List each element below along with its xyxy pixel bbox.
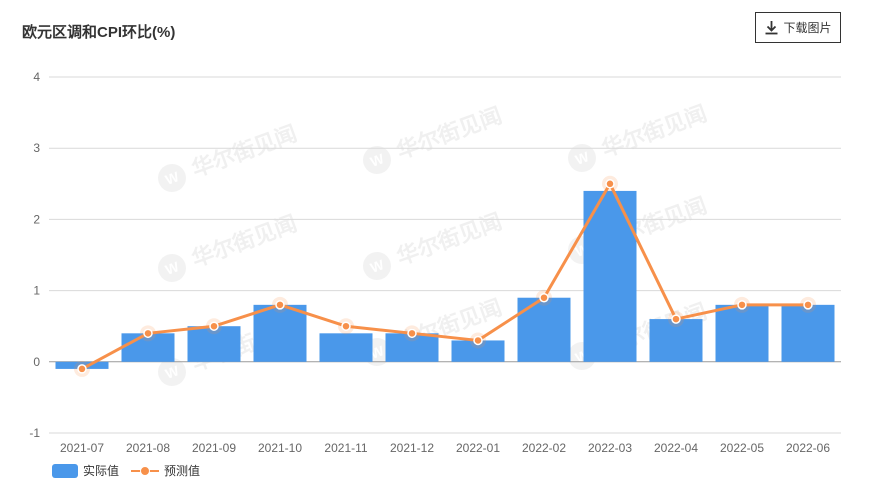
watermark-logo-icon — [363, 252, 391, 280]
watermark-text: 华尔街见闻 — [393, 103, 505, 165]
bar-actual-2021-11 — [319, 333, 373, 362]
watermark-logo-icon — [158, 358, 186, 386]
watermark-logo-icon — [363, 146, 391, 174]
watermark-logo-letter: W — [368, 256, 387, 276]
bar-actual-2022-01 — [451, 340, 505, 362]
forecast-point-2021-11 — [341, 321, 351, 331]
watermark: W 华尔街见闻 — [158, 211, 301, 282]
legend-label-forecast: 预测值 — [164, 464, 201, 478]
download-button-label: 下载图片 — [783, 21, 832, 35]
bar-actual-2021-10 — [253, 304, 307, 362]
forecast-points — [74, 175, 816, 377]
x-tick-label: 2022-04 — [654, 441, 698, 455]
y-tick-label: -1 — [29, 426, 40, 440]
forecast-point-2022-06 — [803, 300, 813, 310]
watermark-logo-icon — [158, 254, 186, 282]
watermark-logo-icon — [568, 144, 596, 172]
download-icon — [764, 20, 779, 35]
bar-actual-2022-05 — [715, 304, 769, 362]
watermark-text: 华尔街见闻 — [188, 121, 300, 183]
watermark: W 华尔街见闻 — [363, 103, 506, 174]
y-tick-label: 1 — [33, 284, 40, 298]
y-axis-tick-labels: -1 0 1 2 3 4 — [29, 70, 40, 440]
legend-item-forecast[interactable]: 预测值 — [131, 462, 200, 479]
x-tick-label: 2021-07 — [60, 441, 104, 455]
bar-actual-2022-02 — [517, 297, 571, 362]
grid-lines — [49, 76, 841, 434]
legend-line-swatch — [131, 464, 160, 478]
forecast-point-2022-04 — [671, 314, 681, 324]
x-tick-label: 2021-09 — [192, 441, 236, 455]
watermark-text: 华尔街见闻 — [393, 209, 505, 271]
x-tick-label: 2022-02 — [522, 441, 566, 455]
watermark-logo-letter: W — [368, 150, 387, 170]
forecast-point-2021-12 — [407, 328, 417, 339]
x-tick-label: 2021-12 — [390, 441, 434, 455]
forecast-point-2022-01 — [473, 335, 483, 346]
forecast-point-2022-03 — [605, 179, 615, 189]
forecast-point-2022-05 — [737, 300, 747, 310]
x-tick-label: 2022-06 — [786, 441, 830, 455]
watermark-logo-letter: W — [163, 168, 182, 188]
watermark: W 华尔街见闻 — [568, 101, 711, 172]
y-tick-label: 2 — [33, 212, 40, 226]
x-tick-label: 2021-11 — [324, 441, 367, 455]
forecast-point-2021-08 — [143, 328, 153, 339]
forecast-line-layer — [80, 182, 810, 371]
legend-item-actual[interactable]: 实际值 — [52, 462, 119, 479]
x-tick-label: 2022-01 — [456, 441, 500, 455]
bar-actual-2021-09 — [187, 326, 241, 362]
x-axis-tick-labels: 2021-07 2021-08 2021-09 2021-10 2021-11 2021-… — [60, 441, 830, 455]
download-image-button[interactable]: 下载图片 — [755, 12, 841, 43]
chart-title: 欧元区调和CPI环比(%) — [22, 24, 176, 41]
y-tick-label: 3 — [33, 141, 40, 155]
forecast-point-2021-09 — [209, 321, 219, 331]
watermark-logo-letter: W — [163, 362, 182, 382]
bar-actual-2022-04 — [649, 319, 703, 362]
bar-actual-2022-06 — [781, 304, 835, 362]
legend-bar-swatch — [52, 463, 78, 478]
y-tick-label: 0 — [33, 355, 40, 369]
x-tick-label: 2021-08 — [126, 441, 170, 455]
actual-bars — [55, 190, 835, 369]
forecast-point-2021-07 — [77, 364, 87, 374]
watermark-logo-letter: W — [573, 148, 592, 168]
x-tick-label: 2022-03 — [588, 441, 632, 455]
forecast-line — [80, 182, 810, 371]
watermark-logo-icon — [158, 164, 186, 192]
watermark: W 华尔街见闻 — [158, 121, 301, 192]
x-tick-label: 2022-05 — [720, 441, 764, 455]
watermark-text: 华尔街见闻 — [188, 211, 300, 273]
legend-line-dot — [140, 465, 151, 476]
watermark-text: 华尔街见闻 — [598, 101, 710, 163]
forecast-point-2022-02 — [539, 292, 549, 303]
x-tick-label: 2021-10 — [258, 441, 302, 455]
forecast-point-2021-10 — [275, 300, 285, 310]
watermark-logo-letter: W — [368, 342, 387, 362]
y-tick-label: 4 — [33, 70, 40, 84]
legend-label-actual: 实际值 — [83, 464, 120, 478]
legend: 实际值 预测值 — [52, 462, 200, 479]
watermark-logo-letter: W — [163, 258, 182, 278]
